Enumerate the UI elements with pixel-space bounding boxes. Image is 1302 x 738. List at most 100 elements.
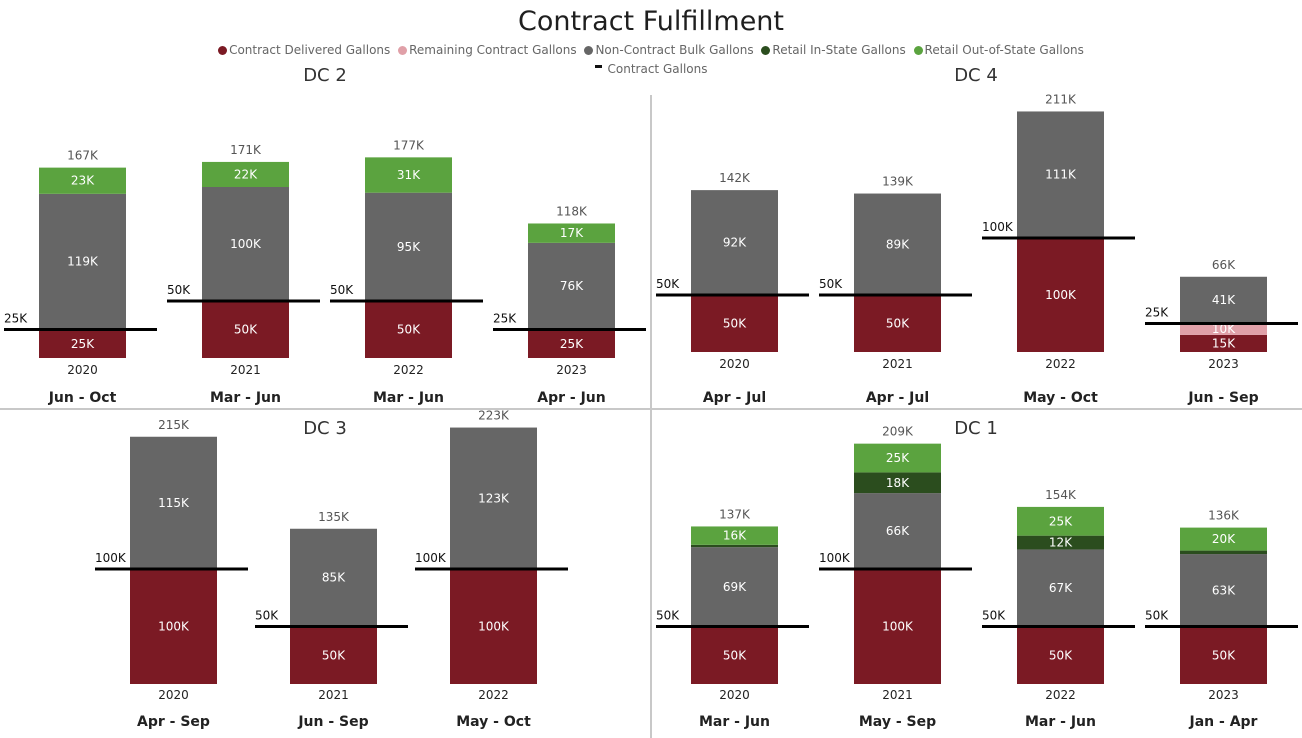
legend-label: Contract Delivered Gallons bbox=[229, 43, 391, 57]
bar-segment-non-contract-bulk-gallons bbox=[528, 242, 615, 330]
data-label: 16K bbox=[723, 529, 747, 543]
data-label: 95K bbox=[397, 240, 421, 254]
data-label: 23K bbox=[71, 174, 95, 188]
total-label: 139K bbox=[882, 175, 914, 189]
data-label: 20K bbox=[1212, 532, 1236, 546]
year-tick-label: 2022 bbox=[1045, 688, 1076, 702]
data-label: 100K bbox=[158, 620, 190, 634]
data-label: 10K bbox=[1212, 322, 1236, 336]
year-tick-label: 2021 bbox=[230, 363, 261, 377]
period-tick-label: Mar - Jun bbox=[373, 390, 444, 406]
bar-segment-non-contract-bulk-gallons bbox=[691, 547, 778, 627]
period-tick-label: Jun - Sep bbox=[297, 714, 368, 730]
data-label: 17K bbox=[560, 226, 584, 240]
bar-segment-contract-delivered-gallons bbox=[1017, 238, 1104, 352]
data-label: 123K bbox=[478, 491, 510, 505]
data-label: 31K bbox=[397, 168, 421, 182]
chart-title: Contract Fulfillment bbox=[517, 6, 785, 37]
bar-segment-retail-out-of-state-gallons bbox=[39, 167, 126, 194]
data-label: 50K bbox=[1049, 648, 1073, 662]
year-tick-label: 2020 bbox=[719, 357, 750, 371]
bar-segment-non-contract-bulk-gallons bbox=[1017, 111, 1104, 238]
total-label: 137K bbox=[719, 507, 751, 521]
legend-item-remaining-contract[interactable]: Remaining Contract Gallons bbox=[398, 43, 577, 57]
total-label: 154K bbox=[1045, 488, 1077, 502]
legend-item-non-contract-bulk[interactable]: Non-Contract Bulk Gallons bbox=[584, 43, 754, 57]
year-tick-label: 2023 bbox=[1208, 688, 1239, 702]
data-label: 100K bbox=[1045, 288, 1077, 302]
bar-segment-retail-out-of-state-gallons bbox=[1180, 527, 1267, 551]
year-tick-label: 2020 bbox=[158, 688, 189, 702]
data-label: 89K bbox=[886, 237, 910, 251]
bar-segment-contract-delivered-gallons bbox=[1180, 626, 1267, 684]
period-tick-label: May - Oct bbox=[456, 714, 531, 730]
year-tick-label: 2022 bbox=[1045, 357, 1076, 371]
data-label: 63K bbox=[1212, 583, 1236, 597]
year-tick-label: 2021 bbox=[882, 357, 913, 371]
legend-line-icon bbox=[594, 65, 602, 68]
bar-segment-retail-out-of-state-gallons bbox=[691, 526, 778, 545]
period-tick-label: Apr - Jun bbox=[537, 390, 605, 406]
total-label: 177K bbox=[393, 138, 425, 152]
bar-segment-non-contract-bulk-gallons bbox=[854, 493, 941, 569]
year-tick-label: 2021 bbox=[882, 688, 913, 702]
legend-item-retail-out-of-state[interactable]: Retail Out-of-State Gallons bbox=[913, 43, 1084, 57]
period-tick-label: Apr - Sep bbox=[137, 714, 210, 730]
contract-label: 100K bbox=[982, 220, 1014, 234]
period-tick-label: Jun - Oct bbox=[48, 390, 117, 406]
contract-label: 50K bbox=[1145, 609, 1169, 623]
panel-title: DC 1 bbox=[954, 418, 998, 439]
bar-segment-contract-delivered-gallons bbox=[1180, 334, 1267, 352]
bar-segment-retail-in-state-gallons bbox=[1180, 550, 1267, 555]
bar-segment-contract-delivered-gallons bbox=[202, 301, 289, 358]
data-label: 111K bbox=[1045, 168, 1077, 182]
period-tick-label: May - Sep bbox=[859, 714, 936, 730]
bar-segment-contract-delivered-gallons bbox=[854, 569, 941, 684]
total-label: 211K bbox=[1045, 92, 1077, 106]
contract-label: 50K bbox=[819, 277, 843, 291]
year-tick-label: 2022 bbox=[478, 688, 509, 702]
legend-label: Contract Gallons bbox=[607, 62, 708, 76]
contract-label: 100K bbox=[819, 551, 851, 565]
bar-segment-non-contract-bulk-gallons bbox=[450, 427, 537, 569]
legend-dot-icon bbox=[398, 46, 408, 55]
bar-segment-non-contract-bulk-gallons bbox=[1180, 276, 1267, 324]
data-label: 50K bbox=[322, 648, 346, 662]
period-tick-label: Mar - Jun bbox=[1025, 714, 1096, 730]
bar-segment-non-contract-bulk-gallons bbox=[1180, 554, 1267, 627]
legend-line: Contract Gallons bbox=[0, 62, 1302, 76]
contract-label: 50K bbox=[656, 609, 680, 623]
data-label: 67K bbox=[1049, 581, 1073, 595]
total-label: 223K bbox=[478, 409, 510, 423]
data-label: 100K bbox=[882, 620, 914, 634]
bar-segment-non-contract-bulk-gallons bbox=[130, 436, 217, 569]
legend-item-contract-delivered[interactable]: Contract Delivered Gallons bbox=[218, 43, 390, 57]
year-tick-label: 2021 bbox=[318, 688, 349, 702]
bar-segment-retail-out-of-state-gallons bbox=[1017, 506, 1104, 536]
total-label: 135K bbox=[318, 510, 350, 524]
data-label: 92K bbox=[723, 236, 747, 250]
bar-segment-contract-delivered-gallons bbox=[39, 329, 126, 358]
legend-item-retail-in-state[interactable]: Retail In-State Gallons bbox=[761, 43, 906, 57]
data-label: 69K bbox=[723, 580, 747, 594]
period-tick-label: May - Oct bbox=[1023, 390, 1098, 406]
data-label: 12K bbox=[1049, 536, 1073, 550]
contract-label: 50K bbox=[167, 283, 191, 297]
legend-item-contract-gallons[interactable]: Contract Gallons bbox=[594, 62, 708, 76]
legend-label: Remaining Contract Gallons bbox=[409, 43, 577, 57]
bar-segment-contract-delivered-gallons bbox=[290, 626, 377, 684]
bar-segment-contract-delivered-gallons bbox=[528, 329, 615, 358]
period-tick-label: Apr - Jul bbox=[866, 390, 929, 406]
total-label: 171K bbox=[230, 143, 262, 157]
bar-segment-retail-in-state-gallons bbox=[691, 544, 778, 548]
data-label: 22K bbox=[234, 167, 258, 181]
total-label: 136K bbox=[1208, 509, 1240, 523]
total-label: 167K bbox=[67, 149, 99, 163]
bar-segment-contract-delivered-gallons bbox=[1017, 626, 1104, 684]
bar-segment-contract-delivered-gallons bbox=[691, 295, 778, 352]
bar-segment-retail-out-of-state-gallons bbox=[854, 443, 941, 473]
contract-label: 50K bbox=[255, 609, 279, 623]
panel-title: DC 4 bbox=[954, 65, 998, 86]
period-tick-label: Mar - Jun bbox=[210, 390, 281, 406]
